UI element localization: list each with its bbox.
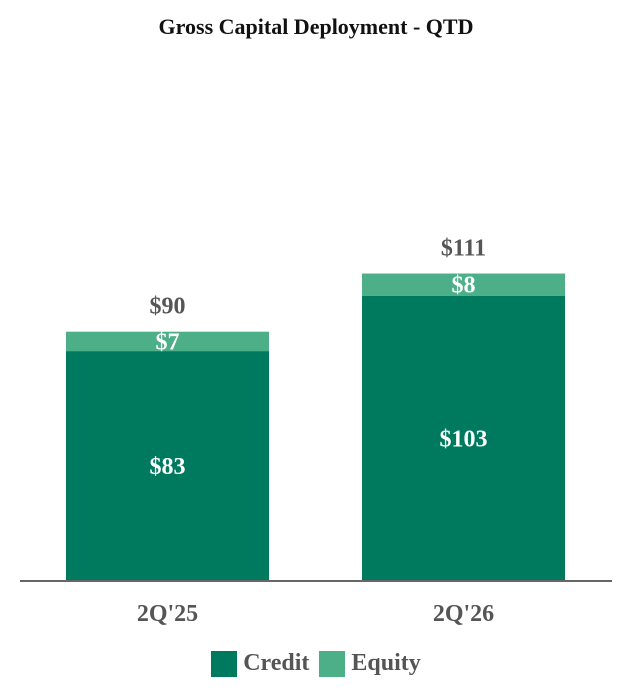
legend-label-equity: Equity bbox=[351, 650, 421, 676]
bar-equity-0 bbox=[66, 331, 269, 352]
total-label-0: $90 bbox=[150, 294, 186, 320]
total-label-1: $111 bbox=[441, 236, 486, 262]
legend: Credit Equity bbox=[0, 650, 632, 677]
data-label-credit-0: $83 bbox=[150, 454, 186, 480]
bar-equity-1 bbox=[362, 273, 565, 296]
bar-credit-0 bbox=[66, 351, 269, 581]
legend-item-credit: Credit bbox=[211, 650, 309, 677]
legend-label-credit: Credit bbox=[243, 650, 310, 676]
legend-item-equity: Equity bbox=[319, 650, 421, 677]
chart-title: Gross Capital Deployment - QTD bbox=[158, 14, 474, 39]
bar-credit-1 bbox=[362, 295, 565, 581]
legend-swatch-equity bbox=[319, 650, 346, 677]
data-label-equity-1: $8 bbox=[452, 273, 476, 299]
data-label-credit-1: $103 bbox=[440, 426, 488, 452]
data-label-equity-0: $7 bbox=[156, 329, 180, 355]
legend-swatch-credit bbox=[211, 650, 238, 677]
x-tick-label-0: 2Q'25 bbox=[137, 601, 198, 627]
x-tick-label-1: 2Q'26 bbox=[433, 601, 494, 627]
